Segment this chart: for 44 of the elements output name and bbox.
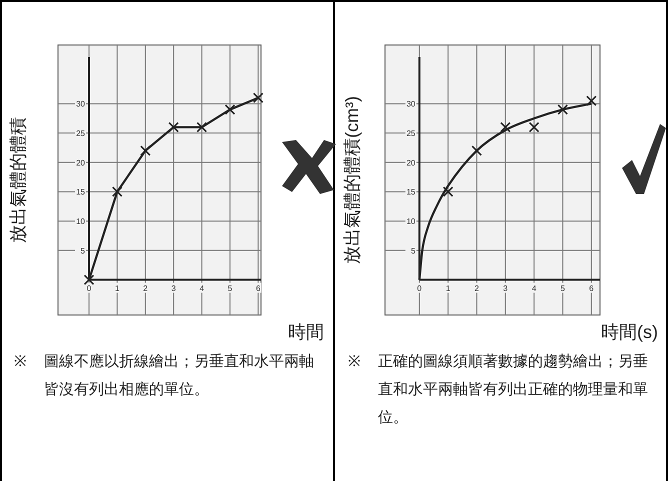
- point: [112, 186, 123, 198]
- text: ※ 正確的圖線須順著數據的趨勢繪出；另垂直和水平兩軸皆有列出正確的物理量和單位。: [348, 352, 648, 426]
- y-tick-label: 30: [406, 100, 416, 109]
- y-tick-label: 5: [80, 246, 86, 256]
- point: [500, 122, 511, 132]
- x-tick-label: 0: [86, 284, 92, 293]
- y-tick-label: 10: [76, 217, 86, 226]
- point: [196, 122, 208, 132]
- x-tick-label: 4: [532, 284, 537, 293]
- point: [557, 104, 568, 115]
- y-tick-label: 25: [406, 129, 416, 138]
- y-tick-label: 5: [410, 246, 416, 256]
- x-tick-label: 4: [200, 284, 205, 293]
- x-axis-title: 時間: [288, 322, 324, 342]
- x-tick-label: 1: [446, 284, 451, 293]
- y-tick-label: 20: [76, 158, 86, 168]
- x-tick-label: 2: [143, 284, 148, 293]
- x-tick-label: 6: [256, 284, 261, 293]
- y-tick-label: 20: [406, 158, 416, 168]
- point: [84, 274, 94, 286]
- point: [252, 92, 264, 104]
- y-tick-label: 25: [76, 129, 86, 138]
- y-tick-label: 15: [76, 188, 86, 197]
- y-axis-title: 放出氣體的體積(cm³): [342, 96, 362, 264]
- text: ※ 圖線不應以折線繪出；另垂直和水平兩軸皆沒有列出相應的單位。: [14, 352, 314, 398]
- x-tick-label: 6: [589, 284, 594, 293]
- x-tick-label: 5: [560, 284, 566, 293]
- x-tick-label: 2: [474, 284, 480, 293]
- point: [168, 122, 179, 132]
- x-tick-label: 3: [171, 284, 176, 293]
- y-tick-label: 30: [76, 100, 86, 109]
- y-tick-label: 15: [406, 188, 416, 197]
- x-tick-label: 0: [417, 284, 422, 293]
- y-tick-label: 10: [406, 217, 416, 226]
- point: [224, 104, 236, 115]
- point: [140, 145, 151, 156]
- x-axis-title: 時間(s): [601, 322, 658, 342]
- x-tick-label: 5: [228, 284, 233, 293]
- x-tick-label: 1: [114, 284, 120, 293]
- point: [528, 122, 540, 132]
- point: [442, 186, 454, 198]
- point: [586, 95, 597, 106]
- x-tick-label: 3: [503, 284, 508, 293]
- y-axis-title: 放出氣體的體積: [8, 117, 28, 243]
